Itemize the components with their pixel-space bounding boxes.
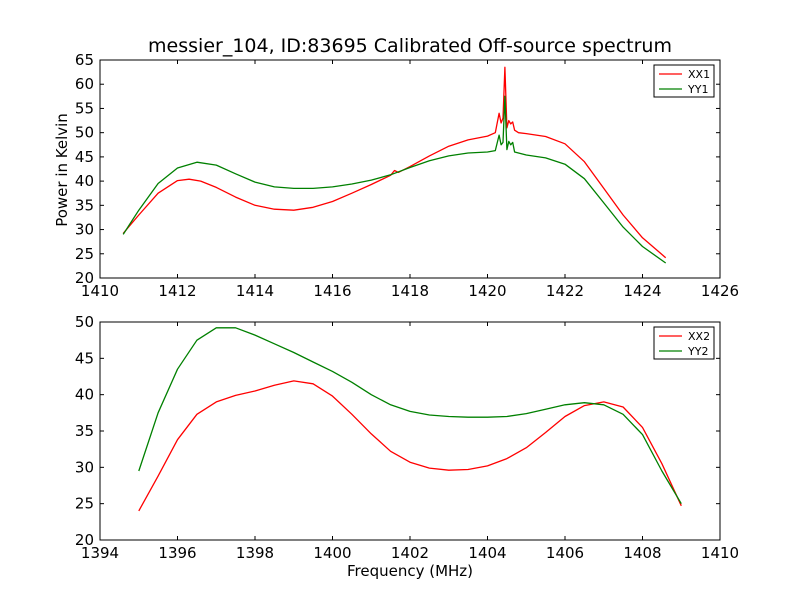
y-axis-label: Power in Kelvin (53, 113, 71, 227)
x-tick-label: 1394 (81, 544, 119, 562)
y-tick-label: 65 (75, 51, 94, 69)
y-tick-label: 50 (75, 313, 94, 331)
y-tick-label: 35 (75, 196, 94, 214)
legend-label-yy1: YY1 (687, 83, 708, 96)
y-tick-label: 25 (75, 495, 94, 513)
x-tick-label: 1408 (623, 544, 661, 562)
x-tick-label: 1398 (236, 544, 274, 562)
legend-label-xx2: XX2 (688, 330, 710, 343)
x-tick-label: 1422 (546, 282, 584, 300)
x-tick-label: 1414 (236, 282, 274, 300)
y-tick-label: 45 (75, 148, 94, 166)
x-tick-label: 1404 (468, 544, 506, 562)
x-tick-label: 1400 (313, 544, 351, 562)
x-tick-label: 1410 (81, 282, 119, 300)
top-panel: 1410 1412 1414 1416 1418 1420 1422 1424 1426 20 25… (75, 51, 739, 300)
y-tick-label: 35 (75, 422, 94, 440)
x-tick-label: 1416 (313, 282, 351, 300)
y-tick-label: 25 (75, 245, 94, 263)
series-line-xx2 (138, 380, 682, 512)
bottom-panel: 1394 1396 1398 1400 1402 1404 1406 1408 1410 20 25… (75, 313, 739, 562)
x-tick-label: 1410 (701, 544, 739, 562)
y-tick-label: 20 (75, 531, 94, 549)
chart-title: messier_104, ID:83695 Calibrated Off-sou… (148, 35, 672, 57)
series-line-yy1 (122, 95, 667, 264)
x-axis-label: Frequency (MHz) (347, 562, 473, 580)
x-tick-label: 1396 (158, 544, 196, 562)
legend-label-yy2: YY2 (687, 345, 708, 358)
x-tick-label: 1426 (701, 282, 739, 300)
y-tick-label: 60 (75, 75, 94, 93)
x-tick-label: 1402 (391, 544, 429, 562)
y-tick-label: 30 (75, 221, 94, 239)
y-tick-label: 30 (75, 458, 94, 476)
y-tick-label: 40 (75, 172, 94, 190)
x-tick-label: 1412 (158, 282, 196, 300)
legend-box (653, 64, 715, 98)
legend-box (653, 326, 715, 360)
y-tick-label: 40 (75, 386, 94, 404)
x-tick-label: 1420 (468, 282, 506, 300)
series-line-xx1 (122, 66, 667, 259)
x-tick-label: 1406 (546, 544, 584, 562)
y-tick-label: 45 (75, 349, 94, 367)
y-tick-label: 55 (75, 99, 94, 117)
x-tick-label: 1418 (391, 282, 429, 300)
y-tick-label: 20 (75, 269, 94, 287)
legend-label-xx1: XX1 (688, 68, 710, 81)
y-tick-label: 50 (75, 124, 94, 142)
series-line-yy2 (138, 327, 682, 505)
x-tick-label: 1424 (623, 282, 661, 300)
